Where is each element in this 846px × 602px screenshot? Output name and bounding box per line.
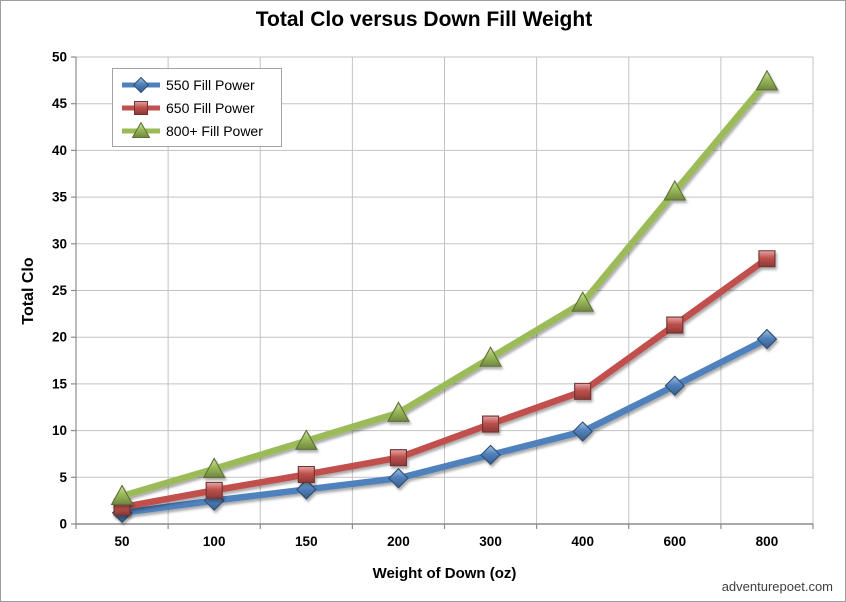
- y-axis-title: Total Clo: [20, 257, 37, 325]
- axes: 0 5 10 15 20 25 30 35 40 45 50 50 100 150 200 300 400 600…: [52, 50, 814, 549]
- x-tick-label: 400: [571, 534, 594, 549]
- y-tick-label: 40: [52, 143, 67, 158]
- series-line: [118, 78, 771, 500]
- data-point-marker-square: [666, 316, 684, 334]
- series-650-fill-power: [113, 250, 776, 516]
- data-point-marker-triangle: [663, 179, 687, 201]
- x-tick-label: 200: [387, 534, 410, 549]
- data-point-marker-diamond: [296, 479, 317, 500]
- legend-label: 650 Fill Power: [166, 99, 255, 116]
- y-tick-label: 50: [52, 50, 67, 65]
- y-tick-label: 25: [52, 283, 68, 298]
- legend-label: 550 Fill Power: [166, 76, 255, 93]
- x-tick-label: 300: [479, 534, 502, 549]
- legend-marker-diamond: [132, 76, 150, 93]
- legend-item-550: 550 Fill Power: [121, 76, 277, 94]
- data-point-marker-triangle: [755, 69, 779, 91]
- y-tick-label: 0: [59, 517, 67, 532]
- legend-swatch-diamond-icon: [122, 76, 160, 93]
- x-tick-label: 100: [203, 534, 226, 549]
- data-point-marker-diamond: [388, 467, 409, 489]
- x-tick-label: 600: [664, 534, 687, 549]
- data-point-marker-triangle: [479, 346, 502, 367]
- legend-item-800: 800+ Fill Power: [121, 121, 277, 140]
- legend-swatch-square-icon: [122, 100, 160, 115]
- data-point-marker-square: [758, 250, 776, 268]
- y-tick-label: 45: [52, 96, 68, 111]
- data-point-marker-diamond: [664, 375, 686, 397]
- gridlines: [76, 56, 814, 524]
- legend-label: 800+ Fill Power: [166, 122, 263, 139]
- data-point-marker-diamond: [572, 421, 593, 442]
- data-point-marker-triangle: [387, 401, 410, 422]
- y-tick-label: 5: [59, 470, 67, 485]
- data-point-marker-triangle: [294, 429, 318, 450]
- legend-marker-triangle: [131, 121, 151, 138]
- y-tick-label: 10: [52, 423, 67, 438]
- y-tick-label: 35: [52, 190, 68, 205]
- x-tick-label: 50: [115, 534, 130, 549]
- x-tick-label: 800: [756, 534, 779, 549]
- data-point-marker-triangle: [202, 457, 226, 478]
- x-tick-label: 150: [295, 534, 318, 549]
- chart-title: Total Clo versus Down Fill Weight: [255, 8, 593, 31]
- series-line: [118, 335, 771, 517]
- data-point-marker-square: [574, 382, 592, 400]
- series-550-fill-power: [111, 328, 778, 524]
- data-point-marker-square: [205, 481, 223, 499]
- data-point-marker-triangle: [110, 484, 134, 506]
- data-point-marker-square: [389, 449, 407, 467]
- data-point-marker-diamond: [756, 328, 778, 350]
- x-axis-title: Weight of Down (oz): [372, 565, 517, 582]
- watermark: adventurepoet.com: [721, 579, 833, 594]
- y-tick-label: 15: [52, 376, 68, 391]
- series-800-fill-power: [110, 69, 779, 506]
- legend-marker-square: [134, 100, 148, 115]
- y-tick-label: 20: [52, 330, 67, 345]
- data-point-marker-diamond: [480, 444, 501, 466]
- legend-swatch-triangle-icon: [122, 121, 160, 138]
- series-line: [118, 255, 771, 511]
- data-point-marker-square: [297, 465, 315, 484]
- y-tick-label: 30: [52, 236, 67, 251]
- data-point-marker-square: [482, 415, 500, 433]
- data-point-marker-triangle: [571, 291, 595, 312]
- legend: 550 Fill Power 650 Fill Power 800+ Fill …: [112, 68, 282, 147]
- legend-item-650: 650 Fill Power: [121, 99, 277, 117]
